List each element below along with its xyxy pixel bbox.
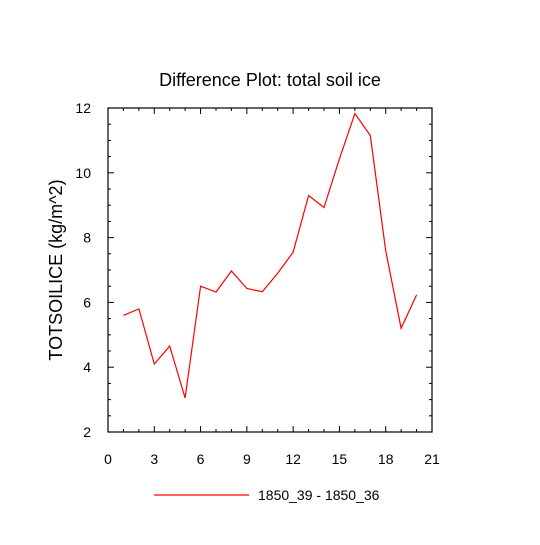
x-tick-label: 15 bbox=[332, 451, 348, 467]
x-tick-label: 0 bbox=[104, 451, 112, 467]
x-tick-label: 6 bbox=[197, 451, 205, 467]
x-tick-label: 9 bbox=[243, 451, 251, 467]
legend: 1850_39 - 1850_36 bbox=[154, 487, 380, 503]
y-ticks: 2 4 6 8 10 12 bbox=[75, 100, 432, 440]
series-layer bbox=[123, 112, 418, 399]
chart-title: Difference Plot: total soil ice bbox=[159, 70, 381, 90]
y-axis-label: TOTSOILICE (kg/m^2) bbox=[46, 179, 66, 360]
x-tick-label: 21 bbox=[424, 451, 440, 467]
x-tick-label: 12 bbox=[285, 451, 301, 467]
y-tick-label: 2 bbox=[83, 424, 91, 440]
y-tick-label: 10 bbox=[75, 165, 91, 181]
x-tick-label: 3 bbox=[150, 451, 158, 467]
x-tick-label: 18 bbox=[378, 451, 394, 467]
y-tick-label: 12 bbox=[75, 100, 91, 116]
series-line bbox=[123, 112, 418, 399]
y-tick-label: 8 bbox=[83, 230, 91, 246]
legend-label: 1850_39 - 1850_36 bbox=[258, 487, 380, 503]
y-tick-label: 4 bbox=[83, 359, 91, 375]
y-tick-label: 6 bbox=[83, 294, 91, 310]
x-ticks: 0 3 6 9 12 15 18 21 bbox=[104, 108, 440, 467]
plot-frame bbox=[107, 107, 433, 433]
